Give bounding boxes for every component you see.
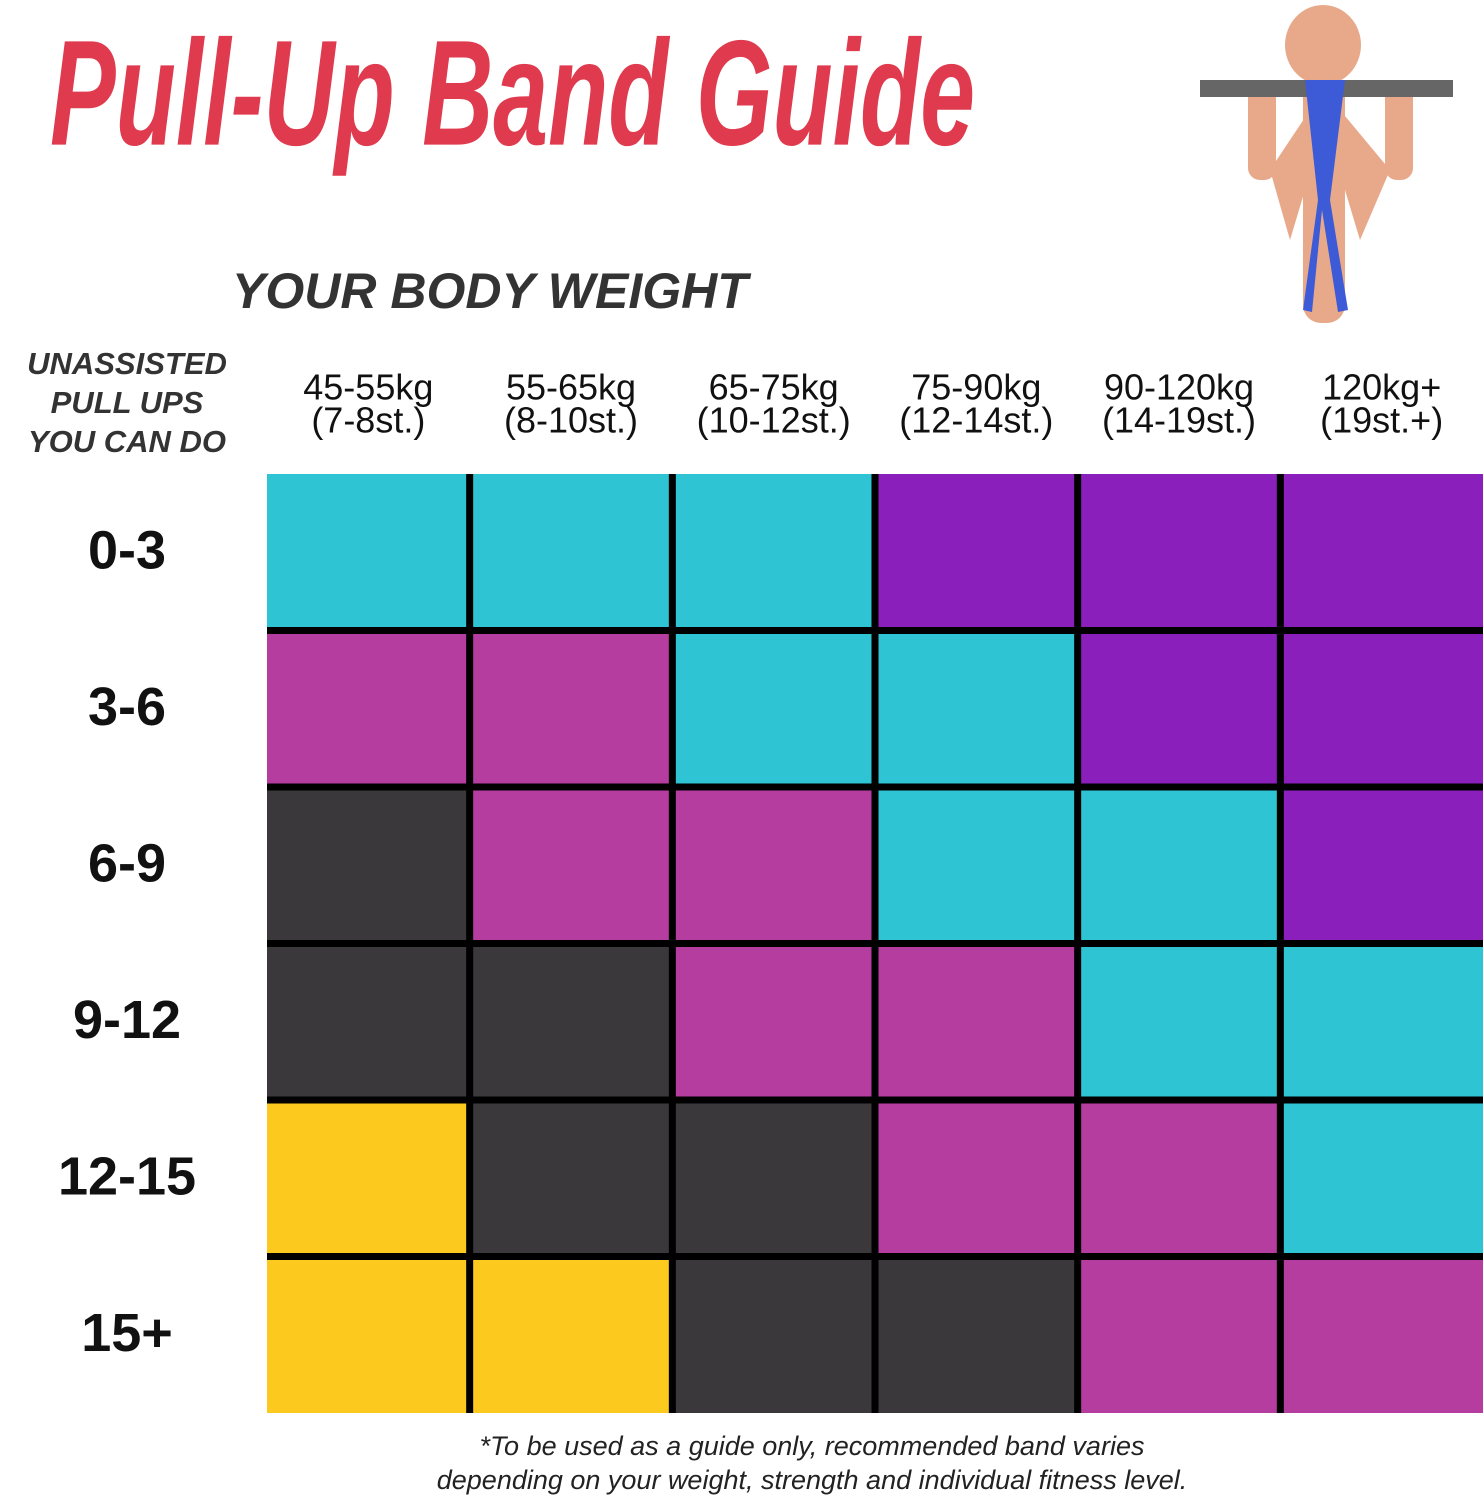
subtitle: YOUR BODY WEIGHT — [232, 263, 752, 319]
row-header: UNASSISTED — [27, 346, 227, 381]
row-header: PULL UPS — [51, 385, 204, 420]
row-label: 15+ — [81, 1303, 173, 1363]
band-cell — [267, 1103, 467, 1253]
band-cell — [1283, 1260, 1483, 1413]
column-label: 90-120kg — [1104, 367, 1254, 408]
band-cell — [675, 474, 872, 627]
band-cell — [675, 1260, 872, 1413]
band-cell — [267, 790, 467, 940]
title: Pull-Up Band Guide — [50, 9, 975, 177]
band-cell — [473, 790, 669, 940]
band-cell — [1081, 474, 1277, 627]
column-label: 75-90kg — [911, 367, 1041, 408]
footnote: *To be used as a guide only, recommended… — [480, 1431, 1145, 1461]
column-label: (14-19st.) — [1102, 400, 1256, 441]
band-cell — [1081, 947, 1277, 1097]
band-cell — [267, 474, 467, 627]
column-label: 45-55kg — [303, 367, 433, 408]
band-cell — [1283, 474, 1483, 627]
band-cell — [878, 947, 1075, 1097]
band-cell — [473, 1103, 669, 1253]
column-label: (12-14st.) — [899, 400, 1053, 441]
row-label: 12-15 — [58, 1147, 196, 1207]
row-label: 0-3 — [88, 521, 166, 581]
band-cell — [878, 474, 1075, 627]
column-label: 65-75kg — [709, 367, 839, 408]
footnote: depending on your weight, strength and i… — [437, 1465, 1188, 1495]
column-label: (8-10st.) — [504, 400, 638, 441]
row-label: 9-12 — [73, 990, 181, 1050]
band-cell — [1081, 1260, 1277, 1413]
band-cell — [473, 947, 669, 1097]
column-label: (19st.+) — [1320, 400, 1443, 441]
band-cell — [473, 634, 669, 784]
band-cell — [675, 790, 872, 940]
grid-background — [267, 474, 1483, 1413]
band-cell — [878, 1260, 1075, 1413]
band-cell — [473, 1260, 669, 1413]
band-cell — [675, 947, 872, 1097]
band-cell — [1081, 1103, 1277, 1253]
band-cell — [675, 1103, 872, 1253]
band-cell — [267, 634, 467, 784]
band-cell — [675, 634, 872, 784]
band-cell — [1283, 634, 1483, 784]
band-cell — [1081, 790, 1277, 940]
column-label: 120kg+ — [1322, 367, 1441, 408]
band-cell — [473, 474, 669, 627]
row-label: 6-9 — [88, 834, 166, 894]
band-cell — [878, 634, 1075, 784]
band-cell — [1283, 1103, 1483, 1253]
column-label: (7-8st.) — [311, 400, 425, 441]
band-cell — [1283, 947, 1483, 1097]
band-cell — [267, 947, 467, 1097]
band-cell — [1081, 634, 1277, 784]
band-cell — [1283, 790, 1483, 940]
row-label: 3-6 — [88, 677, 166, 737]
row-header: YOU CAN DO — [28, 424, 226, 459]
band-cell — [878, 1103, 1075, 1253]
band-cell — [267, 1260, 467, 1413]
band-cell — [878, 790, 1075, 940]
column-label: (10-12st.) — [697, 400, 851, 441]
column-label: 55-65kg — [506, 367, 636, 408]
pull-up-icon — [1200, 5, 1453, 323]
